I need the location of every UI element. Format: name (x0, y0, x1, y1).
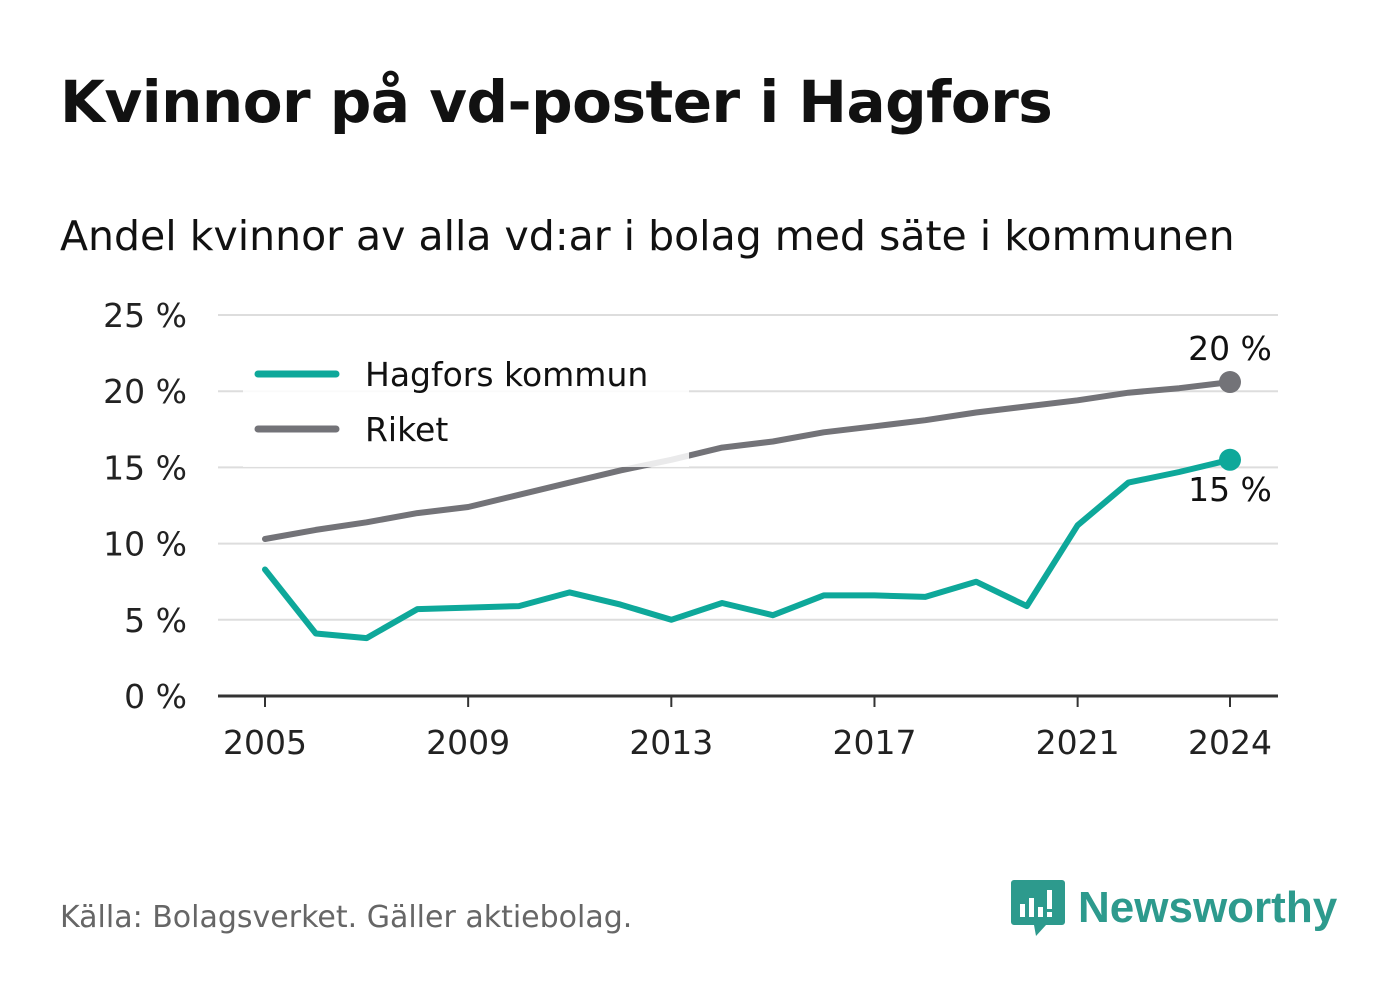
logo-text: Newsworthy (1078, 883, 1338, 932)
x-tick-label: 2017 (832, 723, 916, 762)
newsworthy-logo: Newsworthy (1010, 878, 1337, 938)
y-tick-label: 10 % (103, 525, 187, 564)
legend-label-0: Hagfors kommun (365, 355, 648, 394)
source-note: Källa: Bolagsverket. Gäller aktiebolag. (60, 900, 633, 935)
page-title: Kvinnor på vd-poster i Hagfors (60, 68, 1053, 136)
y-tick-label: 25 % (103, 296, 187, 335)
chart-subtitle: Andel kvinnor av alla vd:ar i bolag med … (60, 212, 1235, 260)
series-line-1 (262, 379, 1233, 542)
x-tick-label: 2024 (1188, 723, 1272, 762)
newsworthy-chart-bubble-icon (1011, 880, 1065, 936)
legend: Hagfors kommun Riket (243, 343, 689, 467)
y-tick-label: 20 % (103, 372, 187, 411)
end-label-0: 15 % (1188, 470, 1272, 509)
end-label-1: 20 % (1188, 329, 1272, 368)
y-tick-label: 5 % (124, 601, 187, 640)
series-end-point-0 (1219, 448, 1241, 471)
legend-background (243, 343, 689, 467)
x-tick-label: 2013 (629, 723, 713, 762)
y-tick-label: 0 % (124, 677, 187, 716)
series-lines (262, 371, 1241, 642)
y-axis-ticks: 0 % 5 % 10 % 15 % 20 % 25 % (103, 296, 187, 716)
x-tick-label: 2005 (223, 723, 307, 762)
x-axis-ticks: 2005 2009 2013 2017 2021 2024 (223, 696, 1272, 762)
x-tick-label: 2021 (1036, 723, 1120, 762)
x-tick-label: 2009 (426, 723, 510, 762)
series-end-point-1 (1219, 371, 1241, 394)
y-tick-label: 15 % (103, 448, 187, 487)
legend-label-1: Riket (365, 410, 448, 449)
series-line-0 (262, 456, 1233, 642)
end-labels: 15 % 20 % (1188, 329, 1272, 509)
